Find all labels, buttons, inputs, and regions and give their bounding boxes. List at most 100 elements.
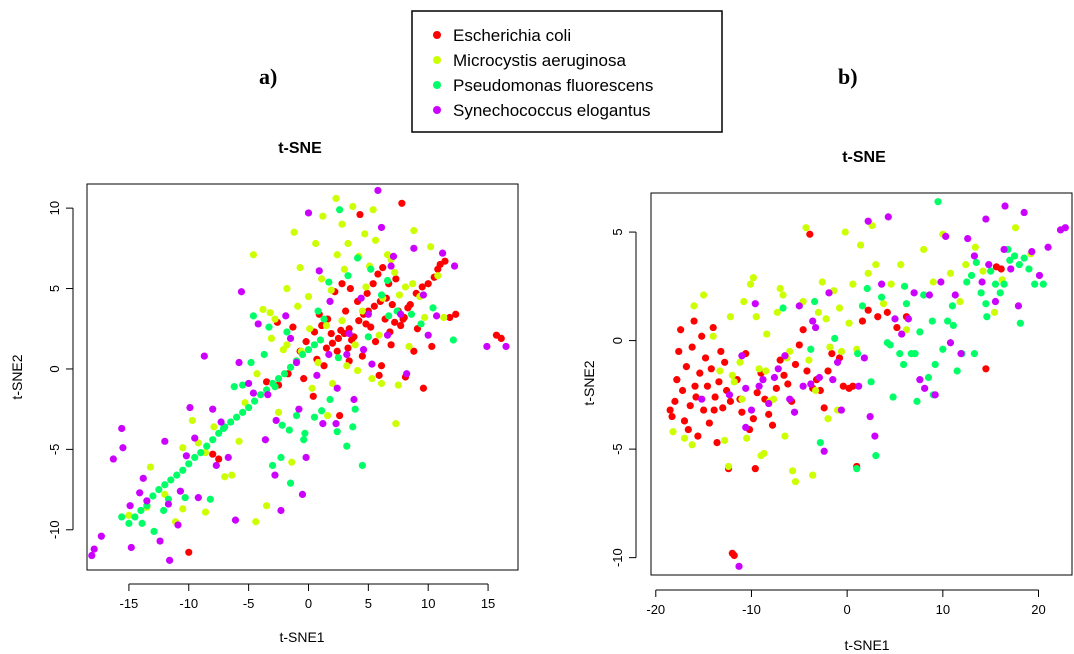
chart-a-point-microcystis-aeruginosa xyxy=(319,212,327,220)
chart-b-point-escherichia-coli xyxy=(997,265,1005,273)
chart-b-point-escherichia-coli xyxy=(791,360,800,369)
chart-b-point-pseudomonas-fluorescens xyxy=(928,317,936,325)
chart-b-point-synechococcus-elogantus xyxy=(1061,224,1069,232)
chart-a-point-synechococcus-elogantus xyxy=(277,506,285,515)
chart-b-x-tick-label: -20 xyxy=(646,602,665,617)
chart-a-point-escherichia-coli xyxy=(434,265,442,273)
chart-b-point-synechococcus-elogantus xyxy=(866,412,874,421)
chart-a-point-microcystis-aeruginosa xyxy=(410,227,418,235)
chart-b-point-escherichia-coli xyxy=(690,317,698,325)
chart-b-point-escherichia-coli xyxy=(806,230,814,238)
chart-a-point-synechococcus-elogantus xyxy=(502,342,510,351)
chart-a-x-axis-label: t-SNE1 xyxy=(279,629,324,645)
chart-b-point-pseudomonas-fluorescens xyxy=(987,267,995,275)
chart-a-point-pseudomonas-fluorescens xyxy=(343,442,351,450)
chart-b-point-escherichia-coli xyxy=(719,404,727,412)
chart-a-point-pseudomonas-fluorescens xyxy=(239,408,247,416)
chart-b-point-synechococcus-elogantus xyxy=(1000,245,1008,254)
chart-a-point-microcystis-aeruginosa xyxy=(290,228,298,236)
chart-a-point-microcystis-aeruginosa xyxy=(401,283,410,291)
chart-b-point-pseudomonas-fluorescens xyxy=(872,452,880,460)
chart-b-point-pseudomonas-fluorescens xyxy=(816,439,824,447)
chart-b-point-microcystis-aeruginosa xyxy=(826,343,834,351)
chart-b-point-pseudomonas-fluorescens xyxy=(1000,280,1008,288)
chart-b-point-synechococcus-elogantus xyxy=(898,330,906,338)
chart-b-point-synechococcus-elogantus xyxy=(747,406,756,414)
chart-b-y-axis-label: t-SNE2 xyxy=(581,360,597,405)
chart-b-point-synechococcus-elogantus xyxy=(1020,208,1028,217)
chart-b-point-microcystis-aeruginosa xyxy=(802,224,810,232)
chart-a-point-pseudomonas-fluorescens xyxy=(131,513,139,521)
chart-a-point-microcystis-aeruginosa xyxy=(327,286,335,294)
chart-b-point-synechococcus-elogantus xyxy=(820,447,828,455)
chart-b-point-microcystis-aeruginosa xyxy=(680,434,689,442)
chart-a-x-tick-label: 5 xyxy=(365,596,372,611)
chart-a-point-microcystis-aeruginosa xyxy=(259,305,267,314)
chart-a-point-escherichia-coli xyxy=(322,344,331,352)
chart-a-point-synechococcus-elogantus xyxy=(200,352,208,360)
chart-a-point-escherichia-coli xyxy=(309,392,317,400)
chart-a-x-tick-label: 10 xyxy=(421,596,435,611)
chart-a-point-microcystis-aeruginosa xyxy=(296,264,304,272)
chart-a-point-synechococcus-elogantus xyxy=(403,370,411,378)
chart-a-point-escherichia-coli xyxy=(342,307,350,315)
chart-b-point-microcystis-aeruginosa xyxy=(781,432,789,440)
chart-a-point-synechococcus-elogantus xyxy=(292,358,301,367)
legend-marker-synechococcus-elogantus xyxy=(433,106,441,114)
chart-a-point-escherichia-coli xyxy=(302,338,310,346)
chart-b-point-synechococcus-elogantus xyxy=(1028,248,1036,256)
chart-a-point-pseudomonas-fluorescens xyxy=(227,418,235,426)
chart-b-point-pseudomonas-fluorescens xyxy=(877,293,886,301)
chart-b-point-microcystis-aeruginosa xyxy=(762,367,770,375)
chart-a-point-microcystis-aeruginosa xyxy=(210,423,218,431)
chart-a-point-microcystis-aeruginosa xyxy=(221,473,229,481)
chart-a-point-pseudomonas-fluorescens xyxy=(316,336,325,344)
chart-a-point-escherichia-coli xyxy=(355,317,363,325)
chart-a-point-escherichia-coli xyxy=(397,321,405,330)
chart-a-point-escherichia-coli xyxy=(419,384,428,392)
chart-b-point-microcystis-aeruginosa xyxy=(1011,224,1020,232)
chart-a-point-escherichia-coli xyxy=(391,318,399,326)
chart-a-point-synechococcus-elogantus xyxy=(438,249,447,257)
chart-b-point-escherichia-coli xyxy=(694,432,702,440)
chart-b-point-microcystis-aeruginosa xyxy=(962,261,970,269)
chart-a-point-microcystis-aeruginosa xyxy=(434,272,442,280)
chart-b-point-pseudomonas-fluorescens xyxy=(1010,252,1019,260)
chart-b-point-microcystis-aeruginosa xyxy=(841,228,849,236)
chart-a-point-pseudomonas-fluorescens xyxy=(285,426,293,434)
chart-b-point-synechococcus-elogantus xyxy=(864,217,872,225)
chart-a-point-escherichia-coli xyxy=(328,339,337,347)
chart-a-point-escherichia-coli xyxy=(358,352,366,360)
chart-a-point-microcystis-aeruginosa xyxy=(333,251,341,259)
chart-a-point-escherichia-coli xyxy=(374,270,382,278)
chart-a-point-microcystis-aeruginosa xyxy=(349,202,357,211)
chart-a-point-microcystis-aeruginosa xyxy=(375,331,383,339)
chart-b-point-microcystis-aeruginosa xyxy=(809,471,817,479)
chart-b-point-escherichia-coli xyxy=(874,313,882,321)
chart-a-point-pseudomonas-fluorescens xyxy=(215,429,223,437)
chart-a-point-synechococcus-elogantus xyxy=(387,262,395,270)
chart-b-point-synechococcus-elogantus xyxy=(825,289,833,297)
chart-a-point-escherichia-coli xyxy=(379,264,387,272)
chart-b-point-microcystis-aeruginosa xyxy=(929,278,937,286)
chart-b-point-escherichia-coli xyxy=(688,343,696,351)
chart-b-point-escherichia-coli xyxy=(726,397,735,405)
chart-b-point-escherichia-coli xyxy=(765,410,773,418)
chart-a-point-pseudomonas-fluorescens xyxy=(283,328,291,336)
chart-a-point-microcystis-aeruginosa xyxy=(125,511,133,519)
chart-b-point-pseudomonas-fluorescens xyxy=(867,378,875,386)
chart-a-point-synechococcus-elogantus xyxy=(410,244,418,252)
chart-a-point-microcystis-aeruginosa xyxy=(440,313,448,322)
chart-b-point-pseudomonas-fluorescens xyxy=(972,258,980,267)
chart-a-point-escherichia-coli xyxy=(398,199,406,207)
chart-a-point-synechococcus-elogantus xyxy=(272,416,280,425)
chart-a-point-pseudomonas-fluorescens xyxy=(191,453,199,462)
chart-a-point-pseudomonas-fluorescens xyxy=(239,381,247,389)
chart-b-point-microcystis-aeruginosa xyxy=(669,428,677,436)
chart-b-point-synechococcus-elogantus xyxy=(970,252,979,260)
chart-b-point-escherichia-coli xyxy=(749,415,757,423)
chart-b-point-synechococcus-elogantus xyxy=(964,234,972,243)
chart-a-point-synechococcus-elogantus xyxy=(368,360,376,368)
chart-b-point-pseudomonas-fluorescens xyxy=(953,367,961,375)
chart-b-point-pseudomonas-fluorescens xyxy=(970,350,979,358)
